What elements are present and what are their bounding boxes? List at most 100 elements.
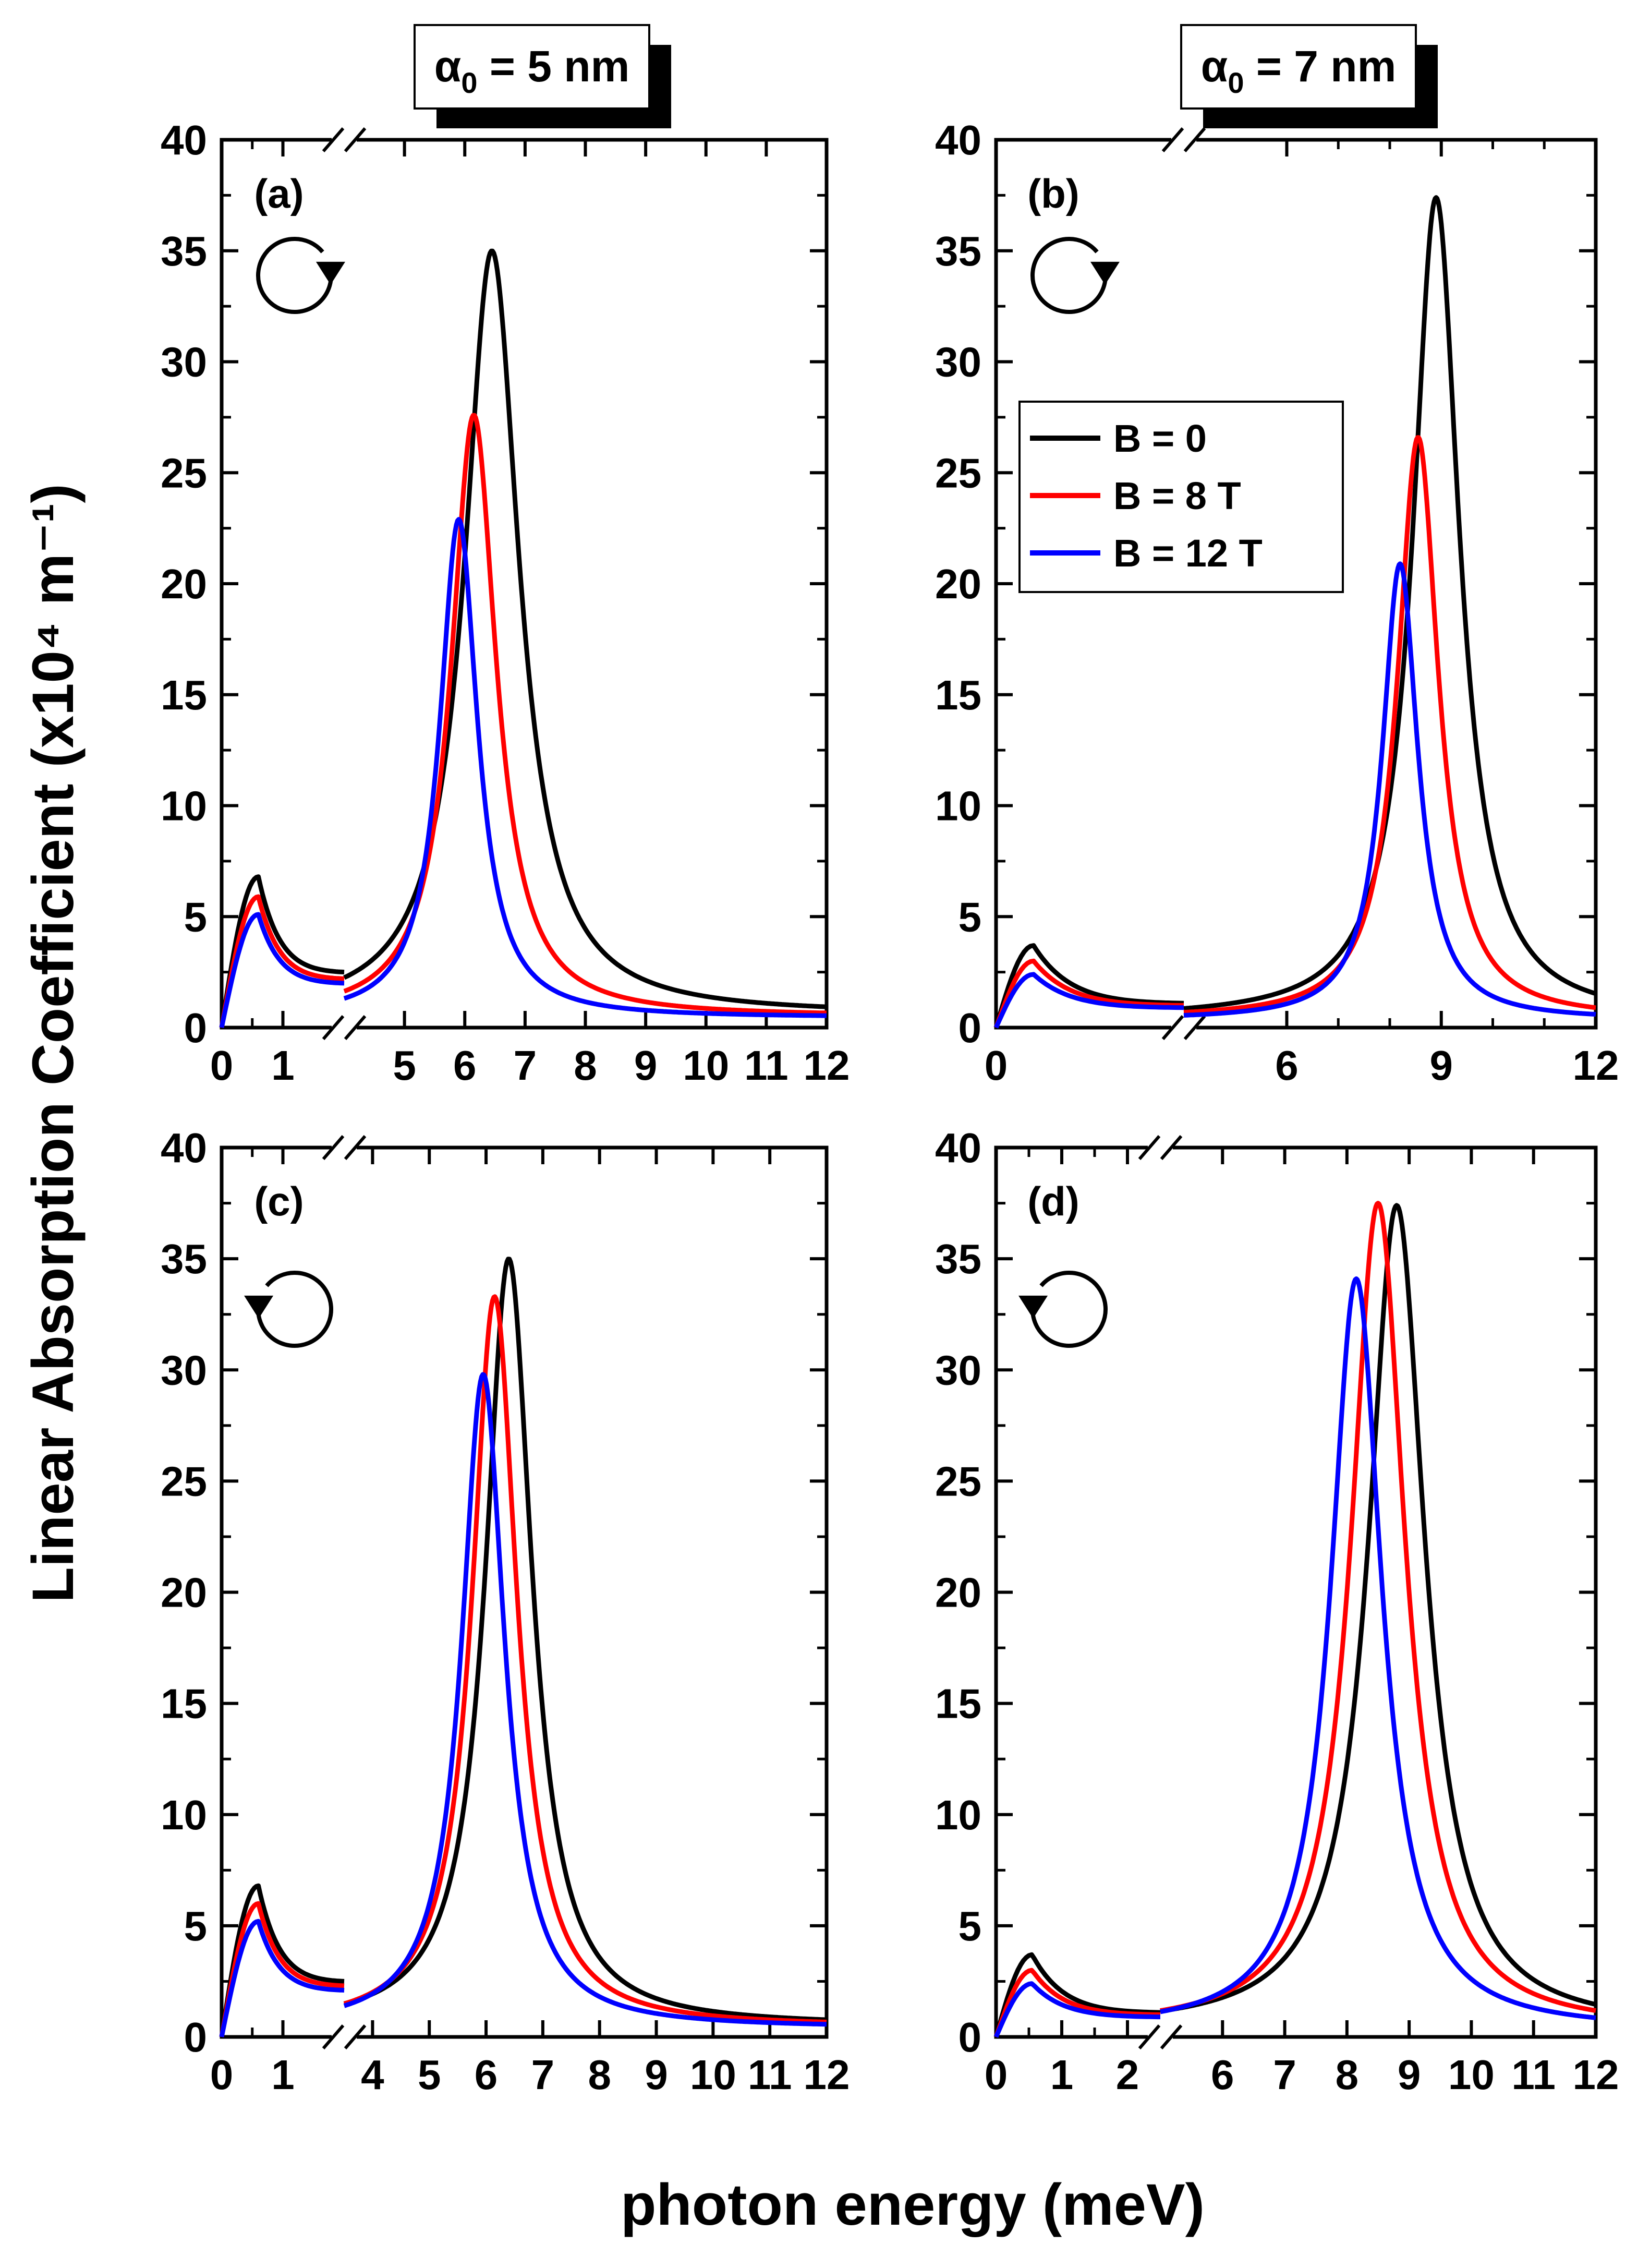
axis-break-mark (1183, 1015, 1206, 1040)
series-low-B-8T (219, 894, 345, 1028)
y-tick-label: 35 (935, 1236, 981, 1282)
counterclockwise-arrow-icon (1018, 1271, 1108, 1348)
header-alpha0-1: α0 = 5 nm (414, 24, 671, 128)
axis-break-mark (344, 1015, 367, 1040)
x-tick-label: 9 (645, 2052, 668, 2098)
y-tick-label: 20 (161, 1570, 207, 1616)
series-low-B-12T (219, 912, 345, 1028)
series-low-B-0 (993, 1952, 1161, 2038)
y-tick-label: 5 (959, 1903, 982, 1949)
x-tick-label: 12 (804, 1042, 850, 1089)
y-tick-label: 20 (161, 561, 207, 607)
y-tick-label: 15 (935, 1681, 981, 1727)
axis-break-gap (332, 2032, 357, 2042)
clockwise-arrow-icon (1030, 237, 1120, 314)
y-tick-label: 0 (959, 1005, 982, 1051)
x-tick-label: 11 (1511, 2052, 1556, 2098)
axis-break-mark (344, 127, 367, 152)
y-tick-label: 5 (184, 1903, 208, 1949)
x-tick-label: 0 (210, 2052, 234, 2098)
axis-break-mark (344, 2024, 367, 2049)
series-low-B-8T (993, 958, 1184, 1029)
series-low-B-12T (993, 972, 1184, 1029)
x-tick-label: 6 (453, 1042, 477, 1089)
x-tick-label: 7 (531, 2052, 555, 2098)
legend-label: B = 0 (1113, 417, 1207, 460)
y-tick-label: 15 (161, 672, 207, 718)
x-tick-label: 12 (1573, 2052, 1619, 2098)
x-tick-label: 0 (985, 2052, 1008, 2098)
y-tick-label: 0 (184, 2014, 208, 2060)
y-tick-label: 10 (935, 1792, 981, 1838)
y-tick-label: 40 (935, 1125, 981, 1171)
series-peak-B-8T (1159, 1201, 1597, 2013)
series-peak-B-8T (1182, 435, 1597, 1015)
x-tick-label: 7 (1273, 2052, 1296, 2098)
axis-break-gap (1148, 1142, 1173, 1153)
axis-break-gap (332, 1142, 357, 1153)
x-tick-label: 12 (1573, 1042, 1619, 1089)
y-tick-label: 0 (959, 2014, 982, 2060)
x-axis-title: photon energy (meV) (621, 2172, 1205, 2237)
axis-break-gap (332, 1022, 357, 1033)
plot-frame (994, 1145, 1598, 2039)
header-box (414, 24, 650, 110)
panel-label: (d) (1027, 1178, 1079, 1224)
axis-break-gap (332, 135, 357, 145)
header-box (1180, 24, 1417, 110)
header-text: α0 = 7 nm (1201, 42, 1397, 99)
series-peak-B-12T (343, 517, 828, 1018)
panel-label: (c) (254, 1178, 304, 1224)
y-tick-label: 10 (161, 1792, 207, 1838)
x-tick-label: 5 (418, 2052, 441, 2098)
x-tick-label: 0 (985, 1042, 1008, 1089)
series-peak-B-8T (343, 1294, 828, 2024)
x-tick-label: 9 (1430, 1042, 1453, 1089)
series-low-B-12T (219, 1919, 345, 2037)
axis-break-mark (322, 127, 345, 152)
x-tick-label: 11 (748, 2052, 792, 2098)
series-peak-B-0 (1159, 1203, 1597, 2014)
axis-break-mark (322, 1135, 345, 1160)
series-peak-B-0 (1182, 195, 1597, 1011)
series-peak-B-0 (343, 248, 828, 1009)
x-tick-label: 6 (475, 2052, 498, 2098)
series-low-B-0 (219, 1883, 345, 2037)
header-alpha0-2: α0 = 7 nm (1180, 24, 1438, 128)
clockwise-arrow-icon (256, 237, 345, 314)
x-tick-label: 10 (690, 2052, 736, 2098)
x-tick-label: 9 (634, 1042, 658, 1089)
series-peak-B-0 (343, 1257, 828, 2022)
series-low-B-0 (219, 874, 345, 1028)
plot-frame (220, 138, 829, 1030)
y-tick-label: 20 (935, 561, 981, 607)
panel-label: (b) (1027, 171, 1079, 216)
y-tick-label: 35 (161, 1236, 207, 1282)
axis-break-mark (1160, 1135, 1183, 1160)
legend-label: B = 8 T (1113, 474, 1241, 517)
x-tick-label: 8 (574, 1042, 597, 1089)
x-tick-label: 5 (393, 1042, 416, 1089)
series-low-B-0 (993, 943, 1184, 1029)
panel-label: (a) (254, 171, 304, 216)
y-tick-label: 30 (935, 339, 981, 385)
axis-break-mark (344, 1135, 367, 1160)
axis-break-mark (1138, 1135, 1161, 1160)
y-tick-label: 10 (161, 783, 207, 829)
x-tick-label: 10 (1448, 2052, 1495, 2098)
series-low-B-8T (993, 1968, 1161, 2038)
y-tick-label: 40 (161, 1125, 207, 1171)
series-peak-B-8T (343, 413, 828, 1016)
x-tick-label: 8 (588, 2052, 611, 2098)
x-tick-label: 11 (744, 1042, 788, 1089)
axis-break-gap (1148, 2032, 1173, 2042)
y-tick-label: 35 (935, 228, 981, 274)
axis-break-mark (1161, 127, 1184, 152)
legend: B = 0 B = 8 T B = 12 T (1018, 401, 1344, 593)
y-tick-label: 30 (161, 339, 207, 385)
axis-break-mark (1138, 2024, 1161, 2049)
